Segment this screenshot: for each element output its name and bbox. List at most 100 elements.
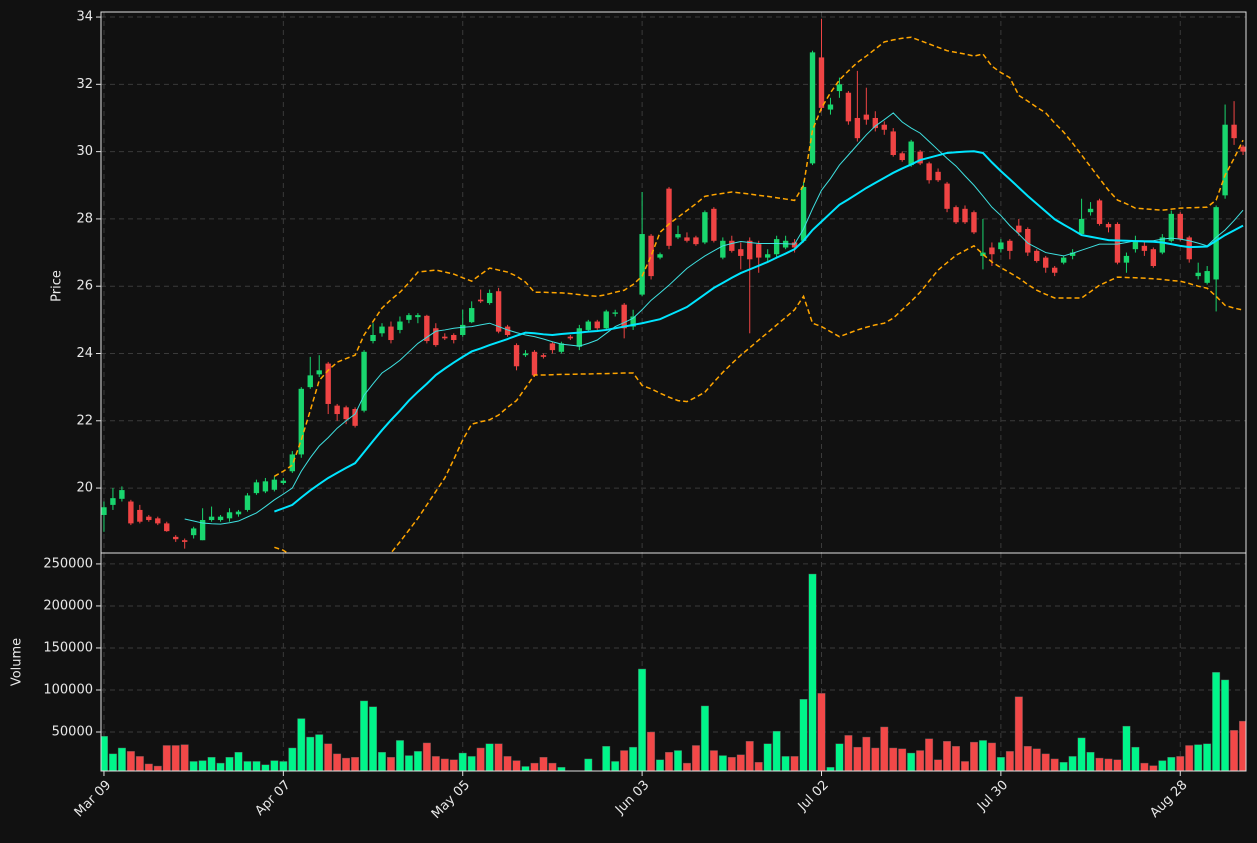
candle-body [1034,250,1040,261]
candle-body [1087,208,1094,213]
candle-body [190,528,197,536]
volume-bar [189,761,198,771]
candle-body [693,237,699,245]
candle-body [271,479,278,490]
volume-bar [943,741,952,771]
volume-bar [1140,762,1149,771]
candle-body [540,355,547,357]
indicator-line [184,112,1244,525]
candle-body [567,336,574,339]
candle-body [415,315,421,318]
volume-bar [709,750,718,771]
volume-bar [1077,737,1086,771]
candle-body [235,511,242,515]
candle-body [208,516,215,521]
candle-body [944,183,950,209]
candle-body [1105,223,1112,228]
candle-body [1051,267,1058,273]
volume-bar [1203,743,1212,771]
volume-bar [1221,679,1230,771]
volume-bar [629,746,638,771]
volume-bar [853,746,862,771]
candle-body [657,254,663,258]
volume-bar [907,752,916,771]
volume-bar [1122,725,1131,771]
candle-body [962,208,968,223]
candle-body [343,407,349,420]
y-tick-label: 250000 [43,556,93,571]
candle-body [980,252,986,256]
candle-body [361,351,367,411]
candle-body [262,481,269,492]
volume-bar [413,751,422,771]
volume-bar [1086,751,1095,771]
candle-body [1114,223,1121,263]
volume-bar [171,745,180,771]
candle-body [477,299,484,302]
volume-bar [476,747,485,771]
candle-body [1195,272,1201,277]
candle-body [217,516,224,521]
volume-bar [243,761,252,771]
y-tick-label: 34 [76,10,93,25]
candle-body [352,409,358,426]
candles [101,18,1246,549]
volume-bar [584,758,593,771]
volume-bar [808,573,817,771]
candle-body [1150,249,1157,267]
candle-body [720,240,726,258]
volume-bar [404,755,413,771]
volume-bar [351,757,360,771]
candle-body [164,523,170,532]
volume-bar [449,759,458,771]
candle-body [181,540,188,542]
candle-body [594,321,600,329]
volume-bar [862,736,871,771]
volume-bars [101,573,1246,771]
candle-body [1043,257,1049,268]
volume-bar [763,743,772,771]
candle-body [1177,213,1183,240]
candle-body [675,234,681,238]
volume-bar [754,762,763,771]
volume-bar [1131,746,1140,771]
candle-body [1060,257,1067,263]
volume-bar [1104,758,1113,771]
volume-bar [826,767,835,771]
candle-body [1016,225,1022,233]
candle-body [173,536,179,540]
volume-bar [700,705,709,771]
volume-bar [1113,759,1122,771]
candle-body [621,304,627,329]
volume-bar [934,759,943,771]
volume-bar [1014,696,1023,771]
volume-bar [1149,765,1158,771]
candle-body [1123,255,1130,263]
candle-body [307,375,313,388]
candle-body [128,501,134,524]
candle-body [773,239,780,255]
candle-body [836,84,843,92]
candle-body [424,315,430,342]
volume-bar [1005,751,1014,771]
candle-body [881,124,887,130]
candle-body [451,334,457,341]
volume-bar [512,760,521,771]
volume-bar [952,746,960,771]
volume-bar [880,726,889,771]
candle-body [863,114,870,120]
volume-bar [665,751,673,771]
volume-bar [1212,672,1221,771]
volume-bar [503,756,512,771]
candle-body [800,186,807,241]
volume-bar [494,743,503,771]
candle-body [1096,200,1103,224]
candle-body [460,324,466,335]
volume-bar [108,753,117,771]
y-tick-label: 32 [76,77,93,92]
candle-body [325,363,331,404]
volume-bar [279,761,288,771]
y-tick-label: 20 [76,481,93,496]
y-tick-label: 200000 [43,598,93,613]
